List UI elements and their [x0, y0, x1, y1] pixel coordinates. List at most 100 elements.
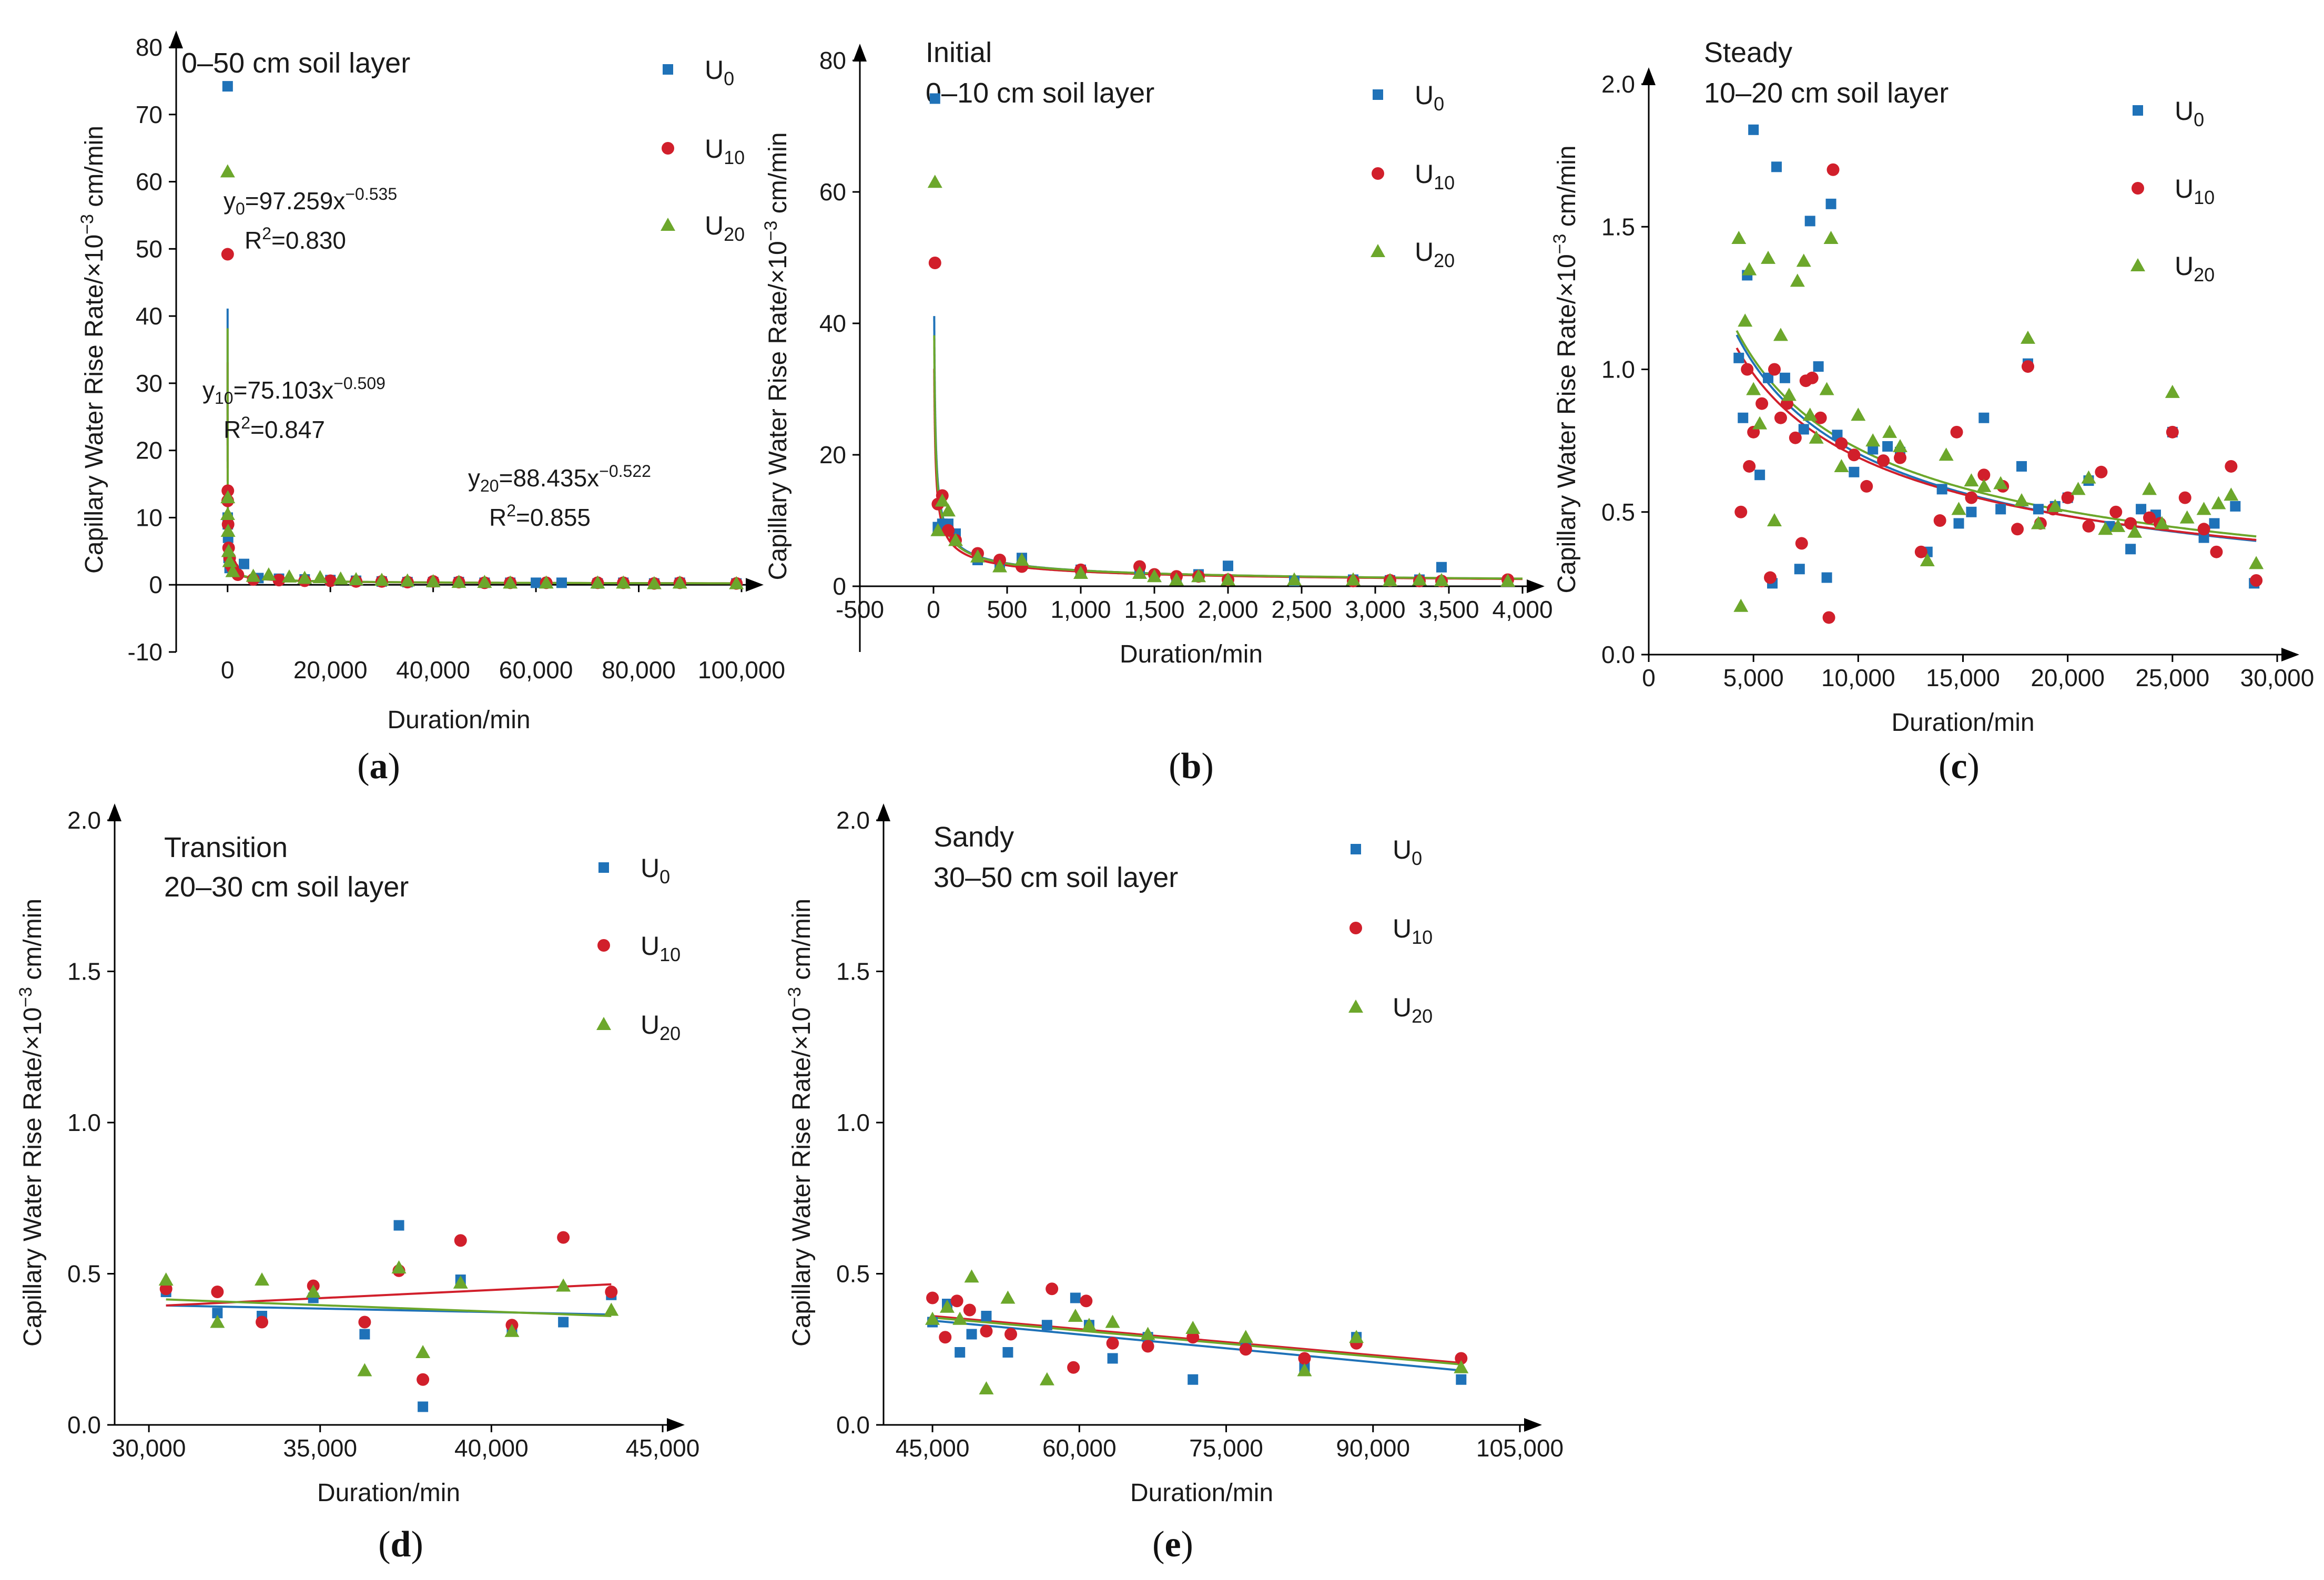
data-point	[1080, 1294, 1093, 1308]
data-point	[1004, 1328, 1017, 1341]
data-point	[2196, 502, 2211, 515]
data-point	[2014, 493, 2029, 507]
data-point	[2082, 519, 2095, 533]
x-tick-label: 45,000	[626, 1434, 700, 1462]
data-point	[1743, 460, 1756, 473]
data-point	[557, 1231, 570, 1244]
data-point	[1953, 518, 1964, 529]
x-axis-arrow	[746, 578, 764, 592]
data-point	[1752, 416, 1768, 430]
data-point	[1436, 562, 1447, 573]
legend-marker	[661, 218, 675, 231]
chart-panel-d: 0.0 0.5 1.0 1.5 2.0 30,000 35,000 40,000 45,000 D…	[16, 803, 699, 1565]
x-tick-label: 1,500	[1124, 596, 1184, 623]
y-axis-arrow	[1642, 67, 1656, 85]
data-point	[282, 569, 297, 583]
data-point	[222, 554, 237, 567]
data-point	[1239, 1343, 1252, 1356]
data-point	[1781, 388, 1797, 401]
legend-marker	[1348, 1000, 1363, 1013]
x-tick-label: 3,500	[1418, 596, 1479, 623]
data-point	[1773, 328, 1788, 341]
legend-marker	[1351, 844, 1361, 854]
data-point	[1188, 1374, 1199, 1385]
data-point	[374, 573, 389, 586]
data-point	[225, 564, 240, 577]
data-point	[1804, 216, 1815, 227]
data-point	[1771, 161, 1782, 172]
panel-title-line: Initial	[926, 37, 992, 68]
data-point	[2230, 501, 2241, 512]
x-tick-label: 60,000	[499, 656, 573, 684]
legend-marker	[1373, 89, 1383, 100]
data-point	[221, 544, 236, 557]
y-tick-label: 30	[136, 370, 163, 397]
data-point	[261, 567, 276, 581]
data-point	[1746, 382, 1761, 395]
legend-label: U20	[705, 211, 745, 245]
y-tick-label: 0.0	[67, 1411, 101, 1439]
legend-item-U10: U10	[597, 931, 681, 965]
data-point	[950, 1294, 963, 1308]
legend-item-U20: U20	[2130, 251, 2215, 286]
data-point	[1002, 1347, 1013, 1358]
data-point	[1068, 1309, 1083, 1322]
y-tick-label: 2.0	[1601, 70, 1635, 98]
data-point	[939, 1331, 952, 1344]
data-point	[1965, 491, 1978, 504]
data-point	[2098, 522, 2113, 535]
x-tick-label: 500	[987, 596, 1028, 623]
data-point	[1834, 458, 1849, 472]
legend-item-U0: U0	[663, 55, 734, 89]
legend-item-U0: U0	[1351, 835, 1422, 869]
x-tick-label: 45,000	[896, 1434, 970, 1462]
data-point	[2021, 360, 2034, 373]
data-point	[604, 1302, 619, 1316]
legend-label: U20	[2175, 251, 2215, 286]
data-point	[1147, 569, 1162, 583]
x-tick-label: 10,000	[1821, 664, 1895, 691]
data-point	[297, 570, 312, 584]
data-point	[1774, 411, 1787, 424]
data-point	[1185, 1321, 1201, 1334]
data-point	[1814, 411, 1827, 424]
legend-label: U20	[1393, 993, 1433, 1027]
fit-equation: y0=97.259x−0.535	[224, 185, 397, 218]
x-axis-arrow	[1527, 579, 1545, 593]
data-point	[1297, 1363, 1312, 1377]
data-point	[1951, 502, 1966, 515]
data-point	[2020, 330, 2035, 344]
legend-item-U0: U0	[1373, 80, 1444, 115]
trend-line-U0	[932, 1319, 1462, 1372]
data-point	[1978, 412, 1990, 423]
panel-title-line: Sandy	[933, 821, 1014, 853]
legend-marker	[1349, 922, 1362, 934]
y-tick-label: 20	[136, 437, 163, 464]
fit-equation: y20=88.435x−0.522	[468, 462, 651, 495]
data-point	[2209, 518, 2220, 529]
data-point	[324, 574, 337, 587]
data-point	[1412, 572, 1427, 586]
x-tick-label: 0	[221, 656, 235, 684]
data-point	[1894, 451, 1906, 464]
data-point	[477, 575, 492, 588]
trend-line-U20	[166, 1298, 612, 1317]
data-point	[964, 1269, 979, 1283]
y-tick-label: 0.5	[67, 1260, 101, 1288]
x-axis-label: Duration/min	[387, 706, 530, 734]
data-point	[1796, 253, 1811, 267]
data-point	[1107, 1353, 1118, 1364]
data-point	[2225, 460, 2238, 473]
panel-title-line: Steady	[1704, 37, 1792, 68]
legend-item-U0: U0	[2133, 96, 2204, 130]
data-point	[980, 1324, 993, 1338]
data-point	[928, 257, 941, 269]
data-point	[158, 1272, 174, 1286]
data-point	[1741, 363, 1754, 376]
data-point	[1798, 424, 1809, 435]
data-point	[1733, 352, 1744, 363]
data-point	[1809, 430, 1824, 444]
data-point	[2249, 556, 2264, 569]
legend-marker	[597, 939, 610, 952]
x-tick-label: 2,000	[1197, 596, 1258, 623]
